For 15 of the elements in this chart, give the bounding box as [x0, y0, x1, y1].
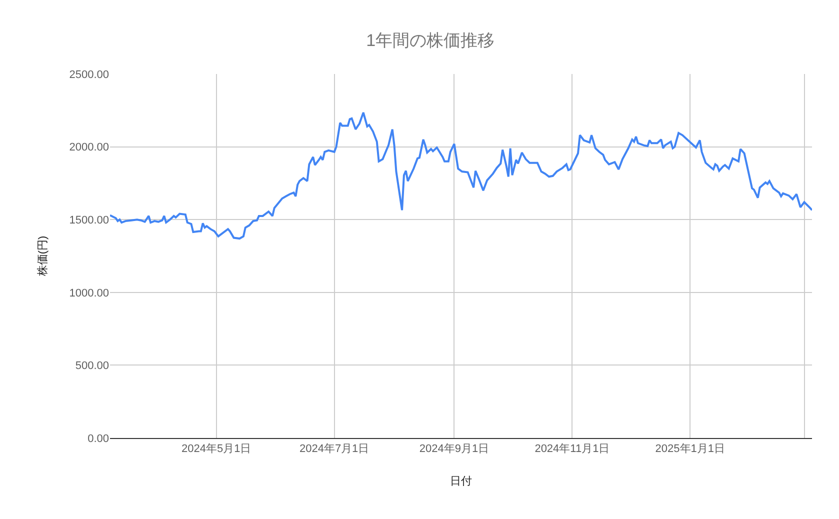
x-axis-title: 日付 — [450, 475, 472, 488]
line-series — [110, 112, 812, 240]
x-tick-label: 2024年5月1日 — [182, 443, 252, 456]
x-tick-label: 2024年7月1日 — [299, 443, 370, 456]
y-axis-title: 株価(円) — [36, 236, 49, 278]
y-tick-label: 1000.00 — [69, 287, 109, 300]
y-tick-label: 2000.00 — [69, 142, 109, 154]
x-tick-label: 2024年11月1日 — [534, 443, 610, 456]
y-tick-label: 2500.00 — [69, 68, 109, 81]
x-tick-label: 2025年1月1日 — [655, 443, 726, 456]
y-tick-label: 500.00 — [75, 360, 109, 372]
x-tick-label: 2024年9月1日 — [419, 443, 490, 456]
y-tick-label: 0.00 — [88, 432, 109, 445]
chart-title: 1年間の株価推移 — [366, 30, 495, 50]
y-tick-label: 1500.00 — [69, 214, 109, 226]
